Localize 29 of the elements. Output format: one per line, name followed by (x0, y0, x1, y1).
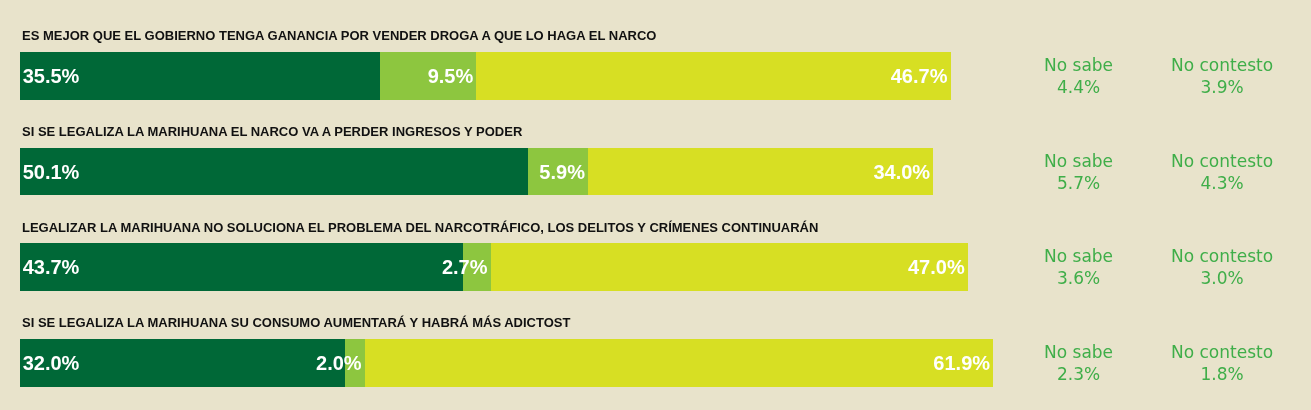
data-label: 32.0% (22, 351, 80, 374)
data-label: 43.7% (22, 256, 80, 279)
bar (476, 51, 951, 100)
text: No sabe 3.6% (1044, 246, 1114, 289)
y-tick-label: SI SE LEGALIZA LA MARIHUANA EL NARCO VA A PERDER INGRESOS Y PODER (22, 124, 523, 139)
y-tick-label: ES MEJOR QUE EL GOBIERNO TENGA GANANCIA POR VENDER DROGA A QUE LO HAGA EL NARCO (22, 28, 657, 43)
data-label: 9.5% (427, 64, 474, 87)
bar (19, 51, 381, 100)
bar (490, 243, 968, 292)
data-label: 34.0% (873, 160, 931, 183)
data-label: 5.9% (539, 160, 586, 183)
y-tick-label: LEGALIZAR LA MARIHUANA NO SOLUCIONA EL PROBLEMA DEL NARCOTRÁFICO, LOS DELITOS Y CRÍMENES CONTINUARÁN (22, 220, 819, 235)
text: No contesto 4.3% (1171, 151, 1274, 194)
bar (588, 147, 934, 196)
text: No contesto 3.9% (1171, 55, 1274, 98)
data-label: 35.5% (22, 64, 80, 87)
data-label: 61.9% (933, 351, 991, 374)
data-label: 46.7% (890, 64, 948, 87)
bar (19, 147, 529, 196)
data-label: 47.0% (907, 256, 965, 279)
text: No contesto 1.8% (1171, 342, 1274, 385)
text: No contesto 3.0% (1171, 246, 1274, 289)
y-tick-label: SI SE LEGALIZA LA MARIHUANA SU CONSUMO AUMENTARÁ Y HABRÁ MÁS ADICTOST (22, 315, 571, 330)
bar (380, 51, 477, 100)
data-label: 50.1% (22, 160, 80, 183)
text: No sabe 4.4% (1044, 55, 1114, 98)
text: No sabe 2.3% (1044, 342, 1114, 385)
text: No sabe 5.7% (1044, 151, 1114, 194)
bar (364, 339, 994, 387)
